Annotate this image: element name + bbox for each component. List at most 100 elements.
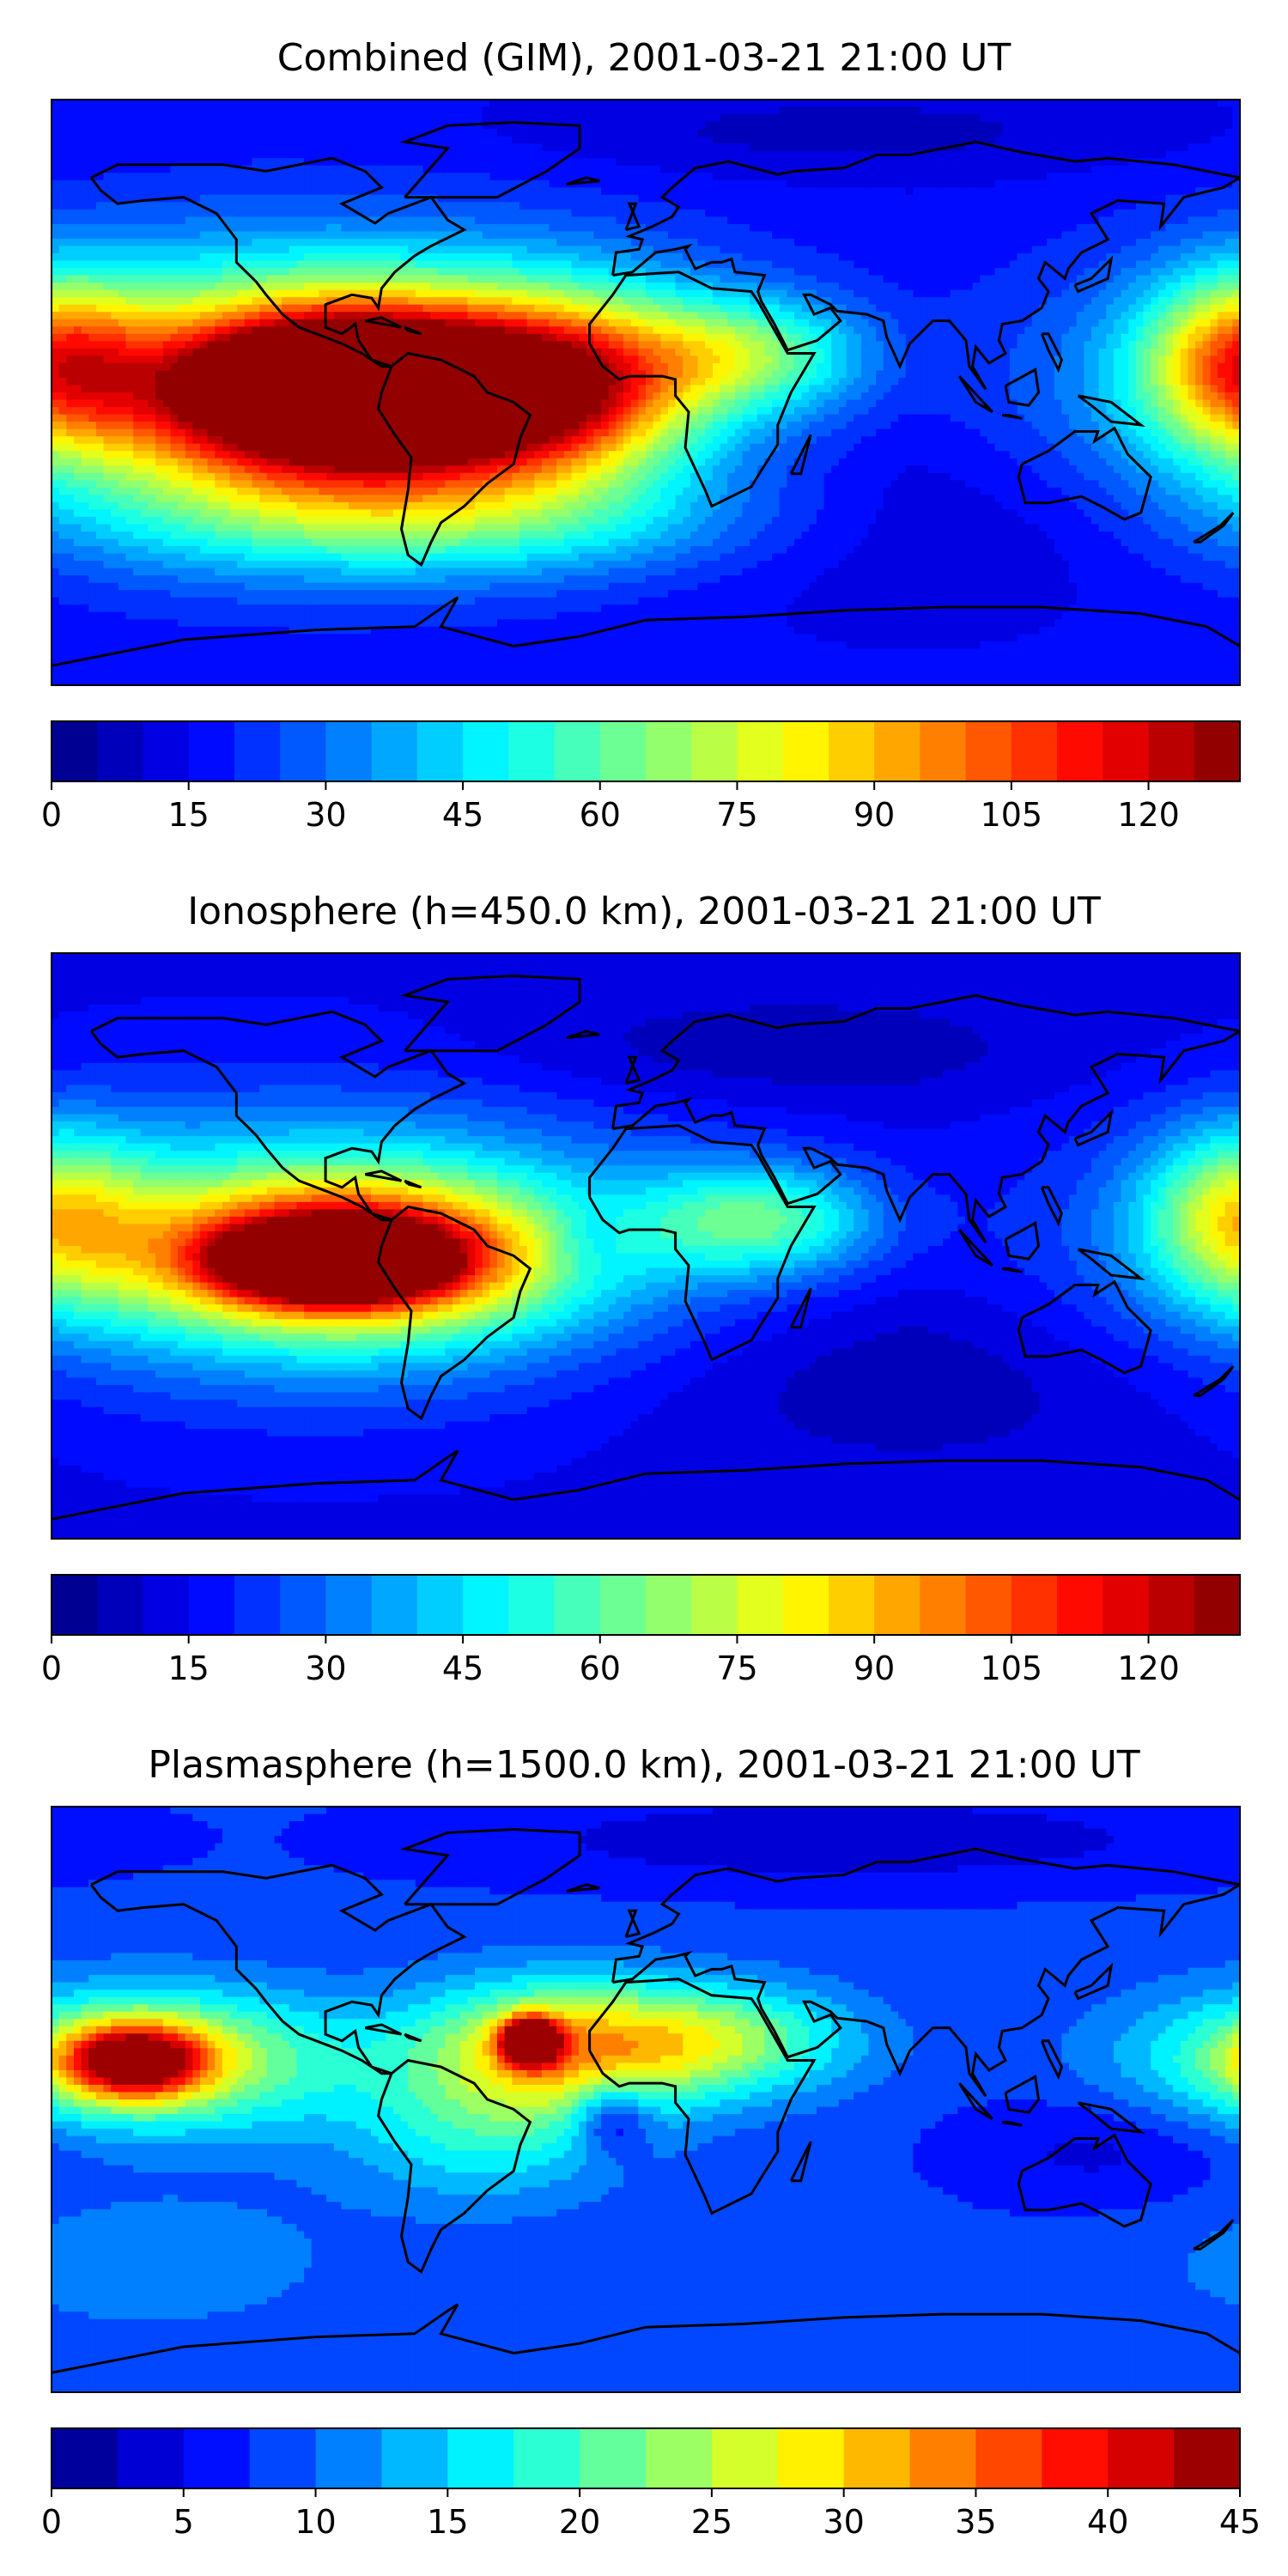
- heatmap-cell: [1143, 319, 1151, 327]
- heatmap-cell: [571, 297, 580, 306]
- heatmap-cell: [801, 202, 810, 210]
- heatmap-cell: [1002, 179, 1011, 188]
- heatmap-cell: [311, 202, 319, 210]
- heatmap-cell: [1106, 209, 1115, 218]
- heatmap-cell: [1098, 260, 1107, 269]
- heatmap-cell: [1224, 209, 1233, 218]
- heatmap-cell: [289, 223, 298, 233]
- heatmap-cell: [1084, 187, 1092, 196]
- heatmap-cell: [489, 179, 498, 188]
- heatmap-cell: [274, 129, 283, 137]
- heatmap-cell: [742, 202, 750, 210]
- heatmap-cell: [437, 136, 447, 144]
- heatmap-cell: [170, 312, 179, 320]
- heatmap-cell: [809, 275, 817, 283]
- heatmap-cell: [274, 275, 283, 283]
- heatmap-cell: [742, 223, 750, 233]
- heatmap-cell: [593, 238, 602, 247]
- heatmap-cell: [311, 253, 319, 262]
- heatmap-cell: [898, 143, 907, 152]
- heatmap-cell: [497, 216, 506, 225]
- heatmap-cell: [1157, 114, 1167, 123]
- heatmap-cell: [601, 304, 610, 313]
- heatmap-cell: [1054, 143, 1062, 152]
- heatmap-cell: [868, 246, 877, 254]
- heatmap-cell: [1098, 275, 1107, 283]
- heatmap-cell: [512, 100, 520, 108]
- heatmap-cell: [453, 297, 461, 306]
- heatmap-cell: [764, 223, 773, 233]
- heatmap-cell: [319, 129, 327, 137]
- heatmap-cell: [326, 143, 335, 152]
- heatmap-cell: [1024, 202, 1033, 210]
- heatmap-cell: [1143, 231, 1151, 240]
- heatmap-cell: [453, 136, 461, 144]
- heatmap-cell: [1128, 194, 1137, 203]
- heatmap-cell: [482, 268, 490, 276]
- heatmap-cell: [88, 100, 97, 108]
- heatmap-cell: [905, 194, 914, 203]
- heatmap-cell: [459, 143, 468, 152]
- heatmap-cell: [1218, 100, 1226, 108]
- heatmap-cell: [964, 179, 974, 188]
- heatmap-cell: [200, 275, 209, 283]
- heatmap-cell: [296, 223, 305, 233]
- heatmap-cell: [1232, 304, 1240, 313]
- heatmap-cell: [608, 158, 617, 167]
- heatmap-cell: [526, 179, 535, 188]
- heatmap-cell: [229, 312, 238, 320]
- heatmap-cell: [1218, 194, 1226, 203]
- heatmap-cell: [162, 106, 171, 115]
- heatmap-cell: [994, 268, 1003, 276]
- heatmap-cell: [787, 312, 795, 320]
- heatmap-cell: [534, 268, 543, 276]
- heatmap-cell: [860, 319, 870, 327]
- heatmap-cell: [1232, 129, 1240, 137]
- heatmap-cell: [935, 297, 944, 306]
- heatmap-cell: [608, 223, 617, 233]
- heatmap-cell: [370, 121, 380, 130]
- heatmap-cell: [957, 223, 966, 233]
- heatmap-cell: [556, 114, 565, 123]
- heatmap-cell: [467, 319, 476, 327]
- heatmap-cell: [1180, 283, 1189, 291]
- heatmap-cell: [927, 165, 936, 173]
- heatmap-cell: [1084, 165, 1092, 173]
- heatmap-cell: [994, 209, 1003, 218]
- heatmap-cell: [319, 100, 327, 108]
- heatmap-cell: [378, 202, 386, 210]
- heatmap-cell: [957, 136, 966, 144]
- heatmap-cell: [289, 260, 298, 269]
- heatmap-cell: [905, 260, 914, 269]
- heatmap-cell: [200, 158, 209, 167]
- heatmap-cell: [556, 268, 565, 276]
- heatmap-cell: [876, 100, 884, 108]
- heatmap-cell: [1232, 165, 1240, 173]
- heatmap-cell: [162, 165, 171, 173]
- heatmap-cell: [52, 129, 60, 137]
- heatmap-cell: [259, 143, 268, 152]
- heatmap-cell: [319, 253, 327, 262]
- heatmap-cell: [73, 129, 82, 137]
- heatmap-cell: [772, 179, 781, 188]
- heatmap-cell: [1098, 304, 1107, 313]
- heatmap-cell: [868, 275, 877, 283]
- heatmap-cell: [779, 253, 787, 262]
- heatmap-cell: [274, 136, 283, 144]
- heatmap-cell: [244, 136, 253, 144]
- heatmap-cell: [125, 143, 134, 152]
- heatmap-cell: [579, 238, 587, 247]
- heatmap-cell: [282, 260, 290, 269]
- heatmap-cell: [734, 114, 744, 123]
- heatmap-cell: [430, 179, 439, 188]
- heatmap-cell: [185, 173, 193, 181]
- heatmap-cell: [386, 114, 394, 123]
- heatmap-cell: [1098, 231, 1107, 240]
- heatmap-cell: [445, 136, 453, 144]
- heatmap-cell: [1151, 238, 1159, 247]
- heatmap-cell: [667, 216, 677, 225]
- heatmap-cell: [1039, 143, 1048, 152]
- heatmap-cell: [52, 289, 60, 298]
- heatmap-cell: [653, 100, 661, 108]
- heatmap-cell: [207, 326, 216, 335]
